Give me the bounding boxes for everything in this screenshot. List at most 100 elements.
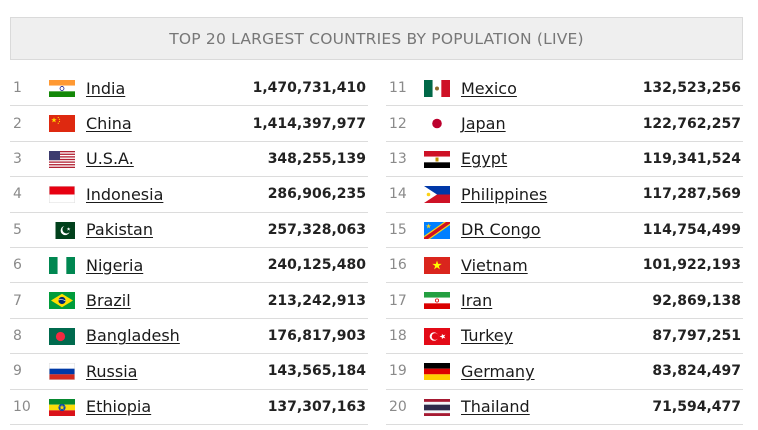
table-row: 6 Nigeria 240,125,480 — [10, 248, 368, 284]
table-row: 9 Russia 143,565,184 — [10, 354, 368, 390]
population-value: 122,762,257 — [642, 115, 741, 132]
rank: 13 — [389, 150, 407, 167]
rank: 11 — [389, 80, 407, 97]
table-row: 15 DR Congo 114,754,499 — [386, 213, 743, 248]
country-link[interactable]: India — [86, 78, 126, 98]
iran-flag-icon — [424, 292, 450, 310]
table-row: 7 Brazil 213,242,913 — [10, 283, 368, 319]
rank: 1 — [13, 80, 22, 97]
country-link[interactable]: Iran — [461, 291, 493, 311]
table-row: 12 Japan 122,762,257 — [386, 106, 743, 142]
vietnam-flag-icon — [424, 256, 450, 274]
population-value: 348,255,139 — [267, 150, 366, 167]
egypt-flag-icon — [424, 150, 450, 168]
rank: 15 — [389, 221, 407, 238]
japan-flag-icon — [424, 115, 450, 133]
country-link[interactable]: Germany — [461, 361, 535, 381]
rank: 19 — [389, 363, 407, 380]
rank: 16 — [389, 257, 407, 274]
turkey-flag-icon — [424, 327, 450, 345]
table-row: 17 Iran 92,869,138 — [386, 283, 743, 319]
country-link[interactable]: DR Congo — [461, 220, 541, 240]
rank: 5 — [13, 221, 22, 238]
country-link[interactable]: China — [86, 114, 132, 134]
thailand-flag-icon — [424, 398, 450, 416]
country-link[interactable]: Philippines — [461, 184, 548, 204]
brazil-flag-icon — [49, 292, 75, 310]
rank: 17 — [389, 292, 407, 309]
table-row: 3 U.S.A. 348,255,139 — [10, 142, 368, 178]
population-value: 1,470,731,410 — [252, 80, 366, 97]
table-row: 11 Mexico 132,523,256 — [386, 71, 743, 107]
population-value: 213,242,913 — [267, 292, 366, 309]
table-row: 4 Indonesia 286,906,235 — [10, 177, 368, 213]
table-row: 14 Philippines 117,287,569 — [386, 177, 743, 213]
rank: 7 — [13, 292, 22, 309]
rank: 20 — [389, 398, 407, 415]
germany-flag-icon — [424, 363, 450, 381]
population-value: 117,287,569 — [642, 186, 741, 203]
rank: 10 — [13, 398, 31, 415]
population-value: 101,922,193 — [642, 257, 741, 274]
table-row: 8 Bangladesh 176,817,903 — [10, 319, 368, 355]
ethiopia-flag-icon — [49, 398, 75, 416]
rank: 6 — [13, 257, 22, 274]
country-link[interactable]: Nigeria — [86, 255, 144, 275]
rank: 18 — [389, 327, 407, 344]
population-value: 1,414,397,977 — [252, 115, 366, 132]
population-value: 119,341,524 — [642, 150, 741, 167]
country-link[interactable]: Indonesia — [86, 184, 164, 204]
country-link[interactable]: Egypt — [461, 149, 508, 169]
population-value: 137,307,163 — [267, 398, 366, 415]
population-value: 92,869,138 — [652, 292, 741, 309]
country-link[interactable]: Turkey — [461, 326, 514, 346]
pakistan-flag-icon — [49, 221, 75, 239]
country-link[interactable]: Vietnam — [461, 255, 528, 275]
country-link[interactable]: Ethiopia — [86, 397, 152, 417]
population-value: 83,824,497 — [652, 363, 741, 380]
rank: 14 — [389, 186, 407, 203]
table-row: 20 Thailand 71,594,477 — [386, 390, 743, 425]
population-value: 143,565,184 — [267, 363, 366, 380]
indonesia-flag-icon — [49, 186, 75, 204]
country-link[interactable]: Japan — [461, 114, 506, 134]
nigeria-flag-icon — [49, 256, 75, 274]
population-value: 176,817,903 — [267, 327, 366, 344]
china-flag-icon — [49, 115, 75, 133]
mexico-flag-icon — [424, 80, 450, 97]
population-value: 114,754,499 — [642, 221, 741, 238]
table-row: 19 Germany 83,824,497 — [386, 354, 743, 390]
country-link[interactable]: Russia — [86, 361, 138, 381]
population-value: 240,125,480 — [267, 257, 366, 274]
rank: 4 — [13, 186, 22, 203]
left-column: 1 India 1,470,731,410 2 China 1,414,397,… — [10, 71, 368, 425]
rank: 8 — [13, 327, 22, 344]
rank: 9 — [13, 363, 22, 380]
rank: 3 — [13, 150, 22, 167]
rank: 12 — [389, 115, 407, 132]
table-row: 16 Vietnam 101,922,193 — [386, 248, 743, 284]
india-flag-icon — [49, 80, 75, 97]
country-link[interactable]: Brazil — [86, 291, 131, 311]
table-row: 13 Egypt 119,341,524 — [386, 142, 743, 178]
country-link[interactable]: Bangladesh — [86, 326, 180, 346]
philippines-flag-icon — [424, 186, 450, 204]
table-title: TOP 20 LARGEST COUNTRIES BY POPULATION (… — [10, 17, 743, 60]
bangladesh-flag-icon — [49, 327, 75, 345]
usa-flag-icon — [49, 150, 75, 168]
population-value: 87,797,251 — [652, 327, 741, 344]
country-link[interactable]: Mexico — [461, 78, 517, 98]
population-value: 286,906,235 — [267, 186, 366, 203]
dr-congo-flag-icon — [424, 221, 450, 239]
table-row: 10 Ethiopia 137,307,163 — [10, 390, 368, 425]
table-row: 2 China 1,414,397,977 — [10, 106, 368, 142]
population-value: 257,328,063 — [267, 221, 366, 238]
population-value: 71,594,477 — [652, 398, 741, 415]
table-row: 1 India 1,470,731,410 — [10, 71, 368, 107]
rank: 2 — [13, 115, 22, 132]
table-row: 18 Turkey 87,797,251 — [386, 319, 743, 355]
country-link[interactable]: Thailand — [461, 397, 530, 417]
country-link[interactable]: Pakistan — [86, 220, 153, 240]
country-link[interactable]: U.S.A. — [86, 149, 134, 169]
russia-flag-icon — [49, 363, 75, 381]
